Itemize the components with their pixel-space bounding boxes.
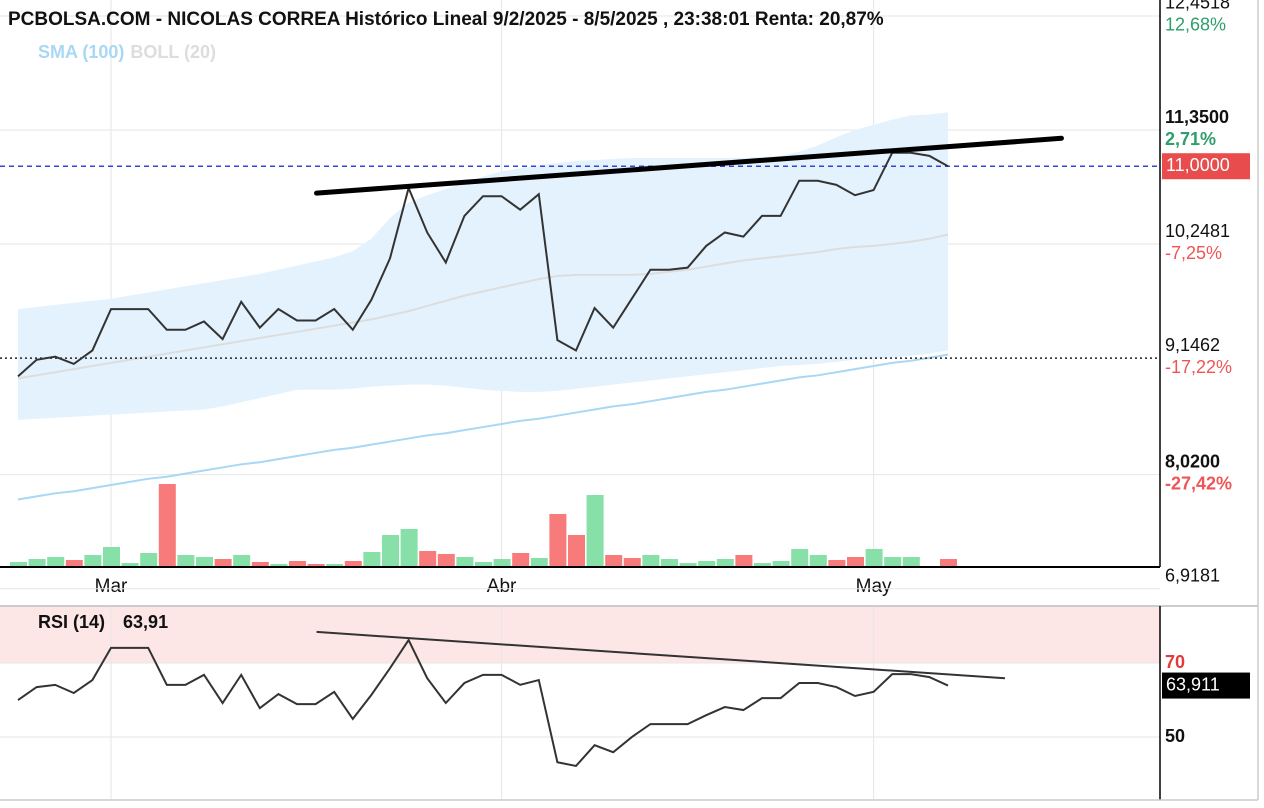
- y-tick-label: 50: [1165, 726, 1185, 746]
- volume-bar: [363, 552, 381, 567]
- y-tick-label: 8,0200: [1165, 451, 1220, 471]
- volume-bar: [121, 563, 139, 567]
- rsi-line: [17, 638, 949, 768]
- volume-bar: [530, 558, 548, 567]
- legend-entry: BOLL (20): [130, 42, 216, 62]
- volume-bar: [233, 555, 251, 567]
- volume-bar: [549, 514, 567, 567]
- y-tick-label: 12,4518: [1165, 0, 1230, 13]
- volume-bar: [196, 557, 213, 567]
- volume-bar: [512, 553, 530, 567]
- x-tick-label: Mar: [95, 576, 128, 597]
- x-tick-label: May: [856, 576, 892, 597]
- y-tick-label: 10,2481: [1165, 221, 1230, 241]
- y-tick-label: 70: [1165, 652, 1185, 672]
- sma-line: [17, 353, 949, 501]
- overbought-zone: [0, 606, 1160, 664]
- volume-bar: [475, 562, 492, 567]
- volume-bar: [568, 535, 585, 567]
- y-tick-change: 12,68%: [1165, 15, 1226, 35]
- y-tick-label: 6,9181: [1165, 565, 1220, 585]
- volume-bar: [84, 555, 102, 567]
- bollinger-band: [18, 112, 948, 420]
- volume-bar: [344, 561, 362, 567]
- last-price-label: 11,0000: [1166, 155, 1230, 175]
- volume-bar: [326, 564, 344, 567]
- volume-bar: [493, 559, 511, 567]
- chart-title: PCBOLSA.COM - NICOLAS CORREA Histórico L…: [8, 9, 884, 30]
- volume-bar: [251, 562, 269, 567]
- volume-bar: [456, 557, 474, 567]
- volume-bar: [772, 561, 790, 567]
- volume-bar: [177, 555, 195, 567]
- rsi-trendline: [316, 630, 1006, 680]
- volume-bar: [791, 549, 809, 567]
- trendline: [314, 135, 1064, 196]
- volume-bar: [270, 564, 288, 567]
- y-tick-change: -7,25%: [1165, 243, 1222, 263]
- rsi-last-label: 63,911: [1166, 674, 1220, 694]
- volume-bar: [140, 553, 158, 567]
- volume-bar: [419, 551, 437, 567]
- y-tick-label: 11,3500: [1165, 107, 1229, 127]
- last-price-box: [1162, 153, 1250, 180]
- volume-bar: [735, 555, 753, 567]
- volume-bar: [214, 559, 232, 567]
- volume-bar: [65, 560, 83, 567]
- y-tick-change: 2,71%: [1165, 129, 1216, 149]
- volume-bar: [642, 555, 660, 567]
- volume-bar: [437, 554, 455, 567]
- rsi-title: RSI (14): [38, 612, 105, 632]
- volume-bar: [400, 529, 418, 567]
- volume-bar: [586, 495, 604, 567]
- volume-bar: [902, 557, 920, 567]
- volume-bar: [10, 562, 27, 567]
- volume-bar: [698, 561, 716, 567]
- volume-bar: [158, 484, 176, 567]
- price-line: [17, 151, 949, 378]
- volume-bar: [716, 559, 734, 567]
- rsi-value: 63,91: [123, 612, 168, 632]
- legend-entry: SMA (100): [38, 42, 124, 62]
- volume-bar: [754, 563, 771, 567]
- volume-bar: [28, 559, 46, 567]
- y-tick-label: 9,1462: [1165, 335, 1220, 355]
- y-tick-change: -17,22%: [1165, 357, 1232, 377]
- volume-bar: [307, 564, 325, 567]
- volume-bar: [382, 535, 399, 567]
- volume-bar: [865, 549, 883, 567]
- rsi-last-box: [1162, 672, 1250, 699]
- boll-middle: [17, 233, 949, 380]
- volume-bar: [809, 555, 827, 567]
- volume-bar: [47, 557, 65, 567]
- volume-bar: [828, 560, 846, 567]
- volume-bar: [661, 559, 678, 567]
- volume-bar: [623, 558, 641, 567]
- x-tick-label: Abr: [487, 576, 517, 597]
- volume-bar: [940, 559, 957, 567]
- volume-bar: [103, 547, 120, 567]
- volume-bar: [884, 557, 902, 567]
- volume-bar: [679, 563, 697, 567]
- volume-bar: [605, 555, 623, 567]
- volume-bar: [847, 557, 864, 567]
- y-tick-change: -27,42%: [1165, 473, 1232, 493]
- volume-bar: [289, 561, 306, 567]
